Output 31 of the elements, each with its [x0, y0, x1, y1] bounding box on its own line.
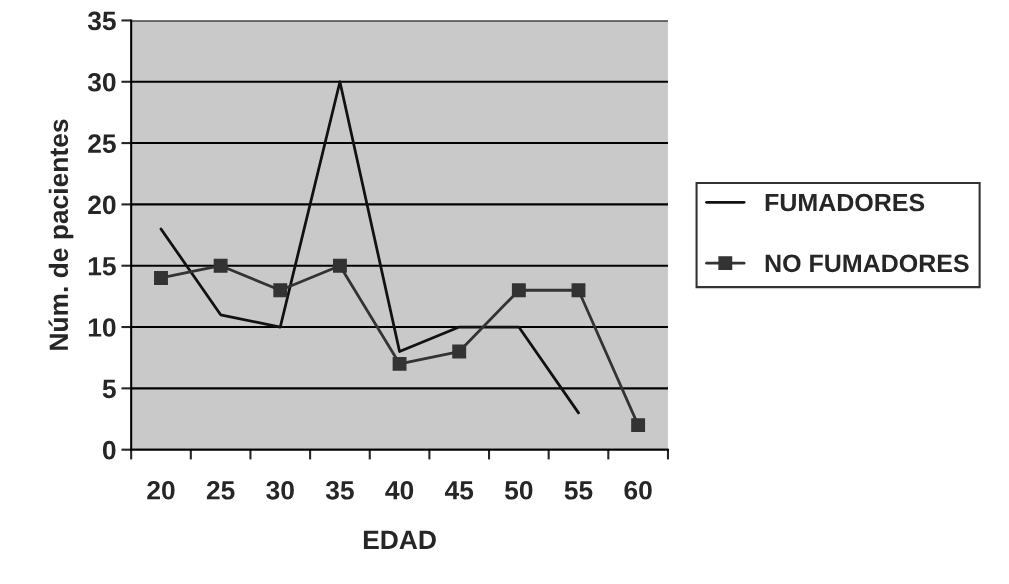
y-tick-label: 20 — [88, 195, 116, 215]
y-axis-title: Núm. de pacientes — [48, 119, 74, 350]
y-tick-label: 25 — [88, 134, 116, 153]
y-tick-label: 0 — [102, 440, 116, 460]
point — [332, 258, 347, 273]
point — [511, 283, 526, 298]
point — [392, 356, 407, 371]
x-tick-label: 25 — [206, 480, 235, 500]
x-tick-label: 55 — [564, 481, 593, 500]
x-tick-label: 60 — [624, 480, 652, 500]
legend-label: NO FUMADORES — [765, 254, 969, 273]
x-axis-title: EDAD — [363, 530, 436, 549]
x-tick-label: 50 — [504, 480, 533, 500]
legend-label: FUMADORES — [765, 193, 925, 212]
line-series — [159, 80, 580, 415]
x-tick-label: 20 — [147, 480, 175, 500]
y-tick-label: 15 — [88, 257, 116, 276]
point — [571, 283, 586, 298]
point — [213, 258, 228, 273]
x-tick-label: 40 — [385, 480, 414, 500]
point — [452, 344, 467, 359]
point — [631, 418, 646, 433]
point — [273, 283, 288, 298]
x-tick-label: 45 — [444, 481, 474, 500]
y-tick-label: 30 — [87, 72, 116, 92]
y-tick-label: 5 — [102, 379, 116, 399]
y-tick-label: 35 — [87, 11, 116, 31]
point — [154, 271, 168, 285]
x-tick-label: 30 — [266, 480, 294, 500]
x-tick-label: 35 — [325, 480, 354, 500]
y-tick-label: 10 — [88, 318, 116, 337]
